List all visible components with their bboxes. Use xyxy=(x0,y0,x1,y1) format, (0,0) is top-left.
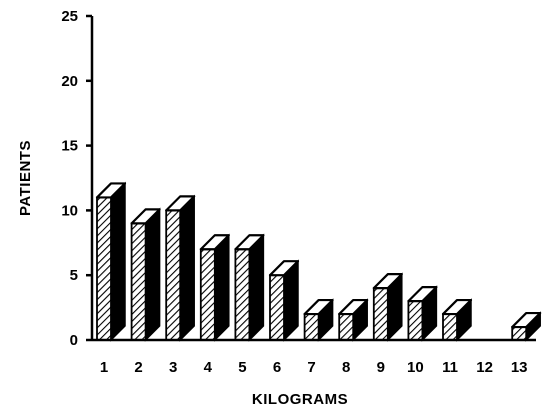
bar-front xyxy=(511,326,528,341)
bar-top xyxy=(303,298,334,316)
bar-top xyxy=(130,208,161,225)
bar-top xyxy=(95,182,127,199)
bar-front xyxy=(442,313,458,341)
bar-top xyxy=(234,234,265,251)
bar-front xyxy=(96,196,112,341)
bar-front xyxy=(303,313,320,341)
bar-top xyxy=(199,234,230,251)
bar xyxy=(268,259,300,342)
x-tick-label: 4 xyxy=(204,359,213,376)
bar xyxy=(95,181,127,342)
bar xyxy=(130,207,161,342)
x-tick-label: 9 xyxy=(377,359,385,376)
bar-side xyxy=(248,233,265,342)
bar xyxy=(338,298,369,342)
x-tick-label: 5 xyxy=(238,359,246,376)
bar-top xyxy=(338,298,369,316)
bar-side xyxy=(179,194,195,342)
bar-front xyxy=(130,222,147,341)
y-tick-label: 0 xyxy=(70,332,78,349)
y-axis-ticks: 0 5 10 15 20 25 xyxy=(61,8,92,349)
bar-top xyxy=(441,298,473,316)
y-tick-label: 5 xyxy=(70,267,78,284)
bar-front xyxy=(407,300,424,341)
bar-top xyxy=(511,311,542,329)
bar xyxy=(372,272,403,342)
bar-top xyxy=(407,286,438,303)
bar-front xyxy=(338,313,355,341)
bar xyxy=(303,298,334,342)
y-tick-label: 15 xyxy=(61,138,78,155)
x-axis-ticks: 1 2 3 4 5 6 7 8 9 10 11 12 13 xyxy=(100,359,528,376)
bar xyxy=(234,233,265,342)
y-tick-label: 25 xyxy=(61,8,78,25)
x-tick-label: 13 xyxy=(511,359,528,376)
bar-front xyxy=(165,209,182,341)
bar-side xyxy=(144,207,161,342)
x-axis-title: KILOGRAMS xyxy=(252,391,348,408)
y-axis-title: PATIENTS xyxy=(17,140,34,216)
y-tick-label: 20 xyxy=(61,73,78,90)
bar xyxy=(165,194,196,342)
x-tick-label: 6 xyxy=(273,359,281,376)
bar xyxy=(407,285,438,342)
bars-layer xyxy=(95,181,542,342)
bar-front xyxy=(269,274,285,341)
bar-front xyxy=(234,248,251,341)
x-tick-label: 1 xyxy=(100,359,108,376)
bar-front xyxy=(372,287,389,341)
y-tick-label: 10 xyxy=(61,202,78,219)
bar xyxy=(441,298,473,342)
x-tick-label: 2 xyxy=(134,359,142,376)
x-tick-label: 12 xyxy=(476,359,493,376)
bar-top xyxy=(165,195,196,212)
bar-top xyxy=(372,273,403,290)
bar-side xyxy=(110,181,126,342)
bar-top xyxy=(268,260,300,277)
x-tick-label: 7 xyxy=(307,359,315,376)
bar-front xyxy=(199,248,216,341)
x-tick-label: 11 xyxy=(442,359,458,376)
bar xyxy=(511,311,542,342)
x-tick-label: 3 xyxy=(169,359,177,376)
bar-side xyxy=(214,233,230,342)
bar xyxy=(199,233,230,342)
x-tick-label: 8 xyxy=(342,359,350,376)
x-tick-label: 10 xyxy=(407,359,424,376)
